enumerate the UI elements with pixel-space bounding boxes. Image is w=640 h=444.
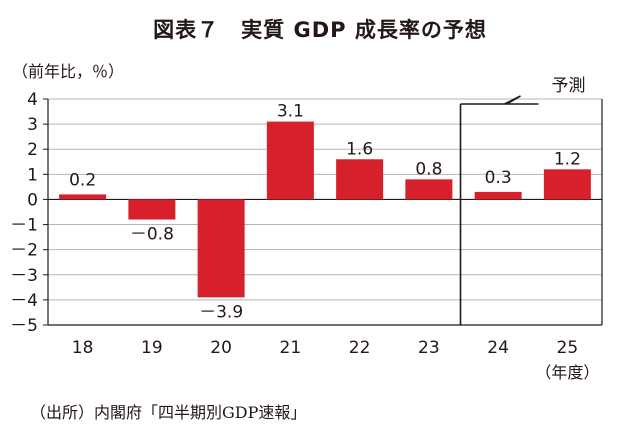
y-tick-label: 1	[27, 165, 38, 185]
x-tick-label-20: 20	[210, 338, 232, 358]
value-label-21: 3.1	[277, 102, 304, 122]
y-tick-label: 2	[27, 140, 38, 160]
x-axis-unit-label: （年度）	[535, 363, 599, 382]
x-tick-label-25: 25	[557, 338, 579, 358]
y-tick-label: －5	[10, 316, 38, 336]
x-tick-label-19: 19	[141, 338, 163, 358]
y-tick-label: －3	[10, 266, 38, 286]
bar-19	[128, 199, 176, 220]
bar-22	[336, 159, 384, 200]
x-tick-label-18: 18	[72, 338, 94, 358]
value-label-22: 1.6	[346, 139, 373, 159]
bar-23	[405, 179, 453, 200]
bar-21	[266, 121, 314, 200]
y-tick-label: 3	[27, 115, 38, 135]
y-tick-label: －1	[10, 216, 38, 236]
forecast-bracket	[460, 95, 539, 105]
bar-25	[543, 169, 591, 200]
value-label-19: －0.8	[130, 225, 174, 245]
value-label-18: 0.2	[69, 170, 96, 190]
bar-20	[197, 199, 245, 298]
y-axis-unit-label: （前年比，％）	[12, 62, 125, 81]
x-tick-label-23: 23	[418, 338, 440, 358]
y-tick-label: 0	[27, 190, 38, 210]
source-note: （出所）内閣府「四半期別GDP速報」	[30, 403, 307, 422]
value-label-25: 1.2	[554, 149, 581, 169]
chart-title: 図表７ 実質 GDP 成長率の予想	[153, 18, 487, 42]
y-tick-label: －2	[10, 241, 38, 261]
value-label-24: 0.3	[485, 168, 512, 188]
y-tick-label: 4	[27, 90, 38, 110]
x-tick-label-24: 24	[487, 338, 509, 358]
x-tick-label-21: 21	[280, 338, 302, 358]
value-label-23: 0.8	[415, 159, 442, 179]
value-label-20: －3.9	[199, 302, 243, 322]
bar-18	[59, 194, 107, 200]
y-tick-label: －4	[10, 291, 38, 311]
bar-24	[474, 191, 522, 200]
x-tick-label-22: 22	[349, 338, 371, 358]
forecast-label: 予測	[552, 76, 586, 96]
